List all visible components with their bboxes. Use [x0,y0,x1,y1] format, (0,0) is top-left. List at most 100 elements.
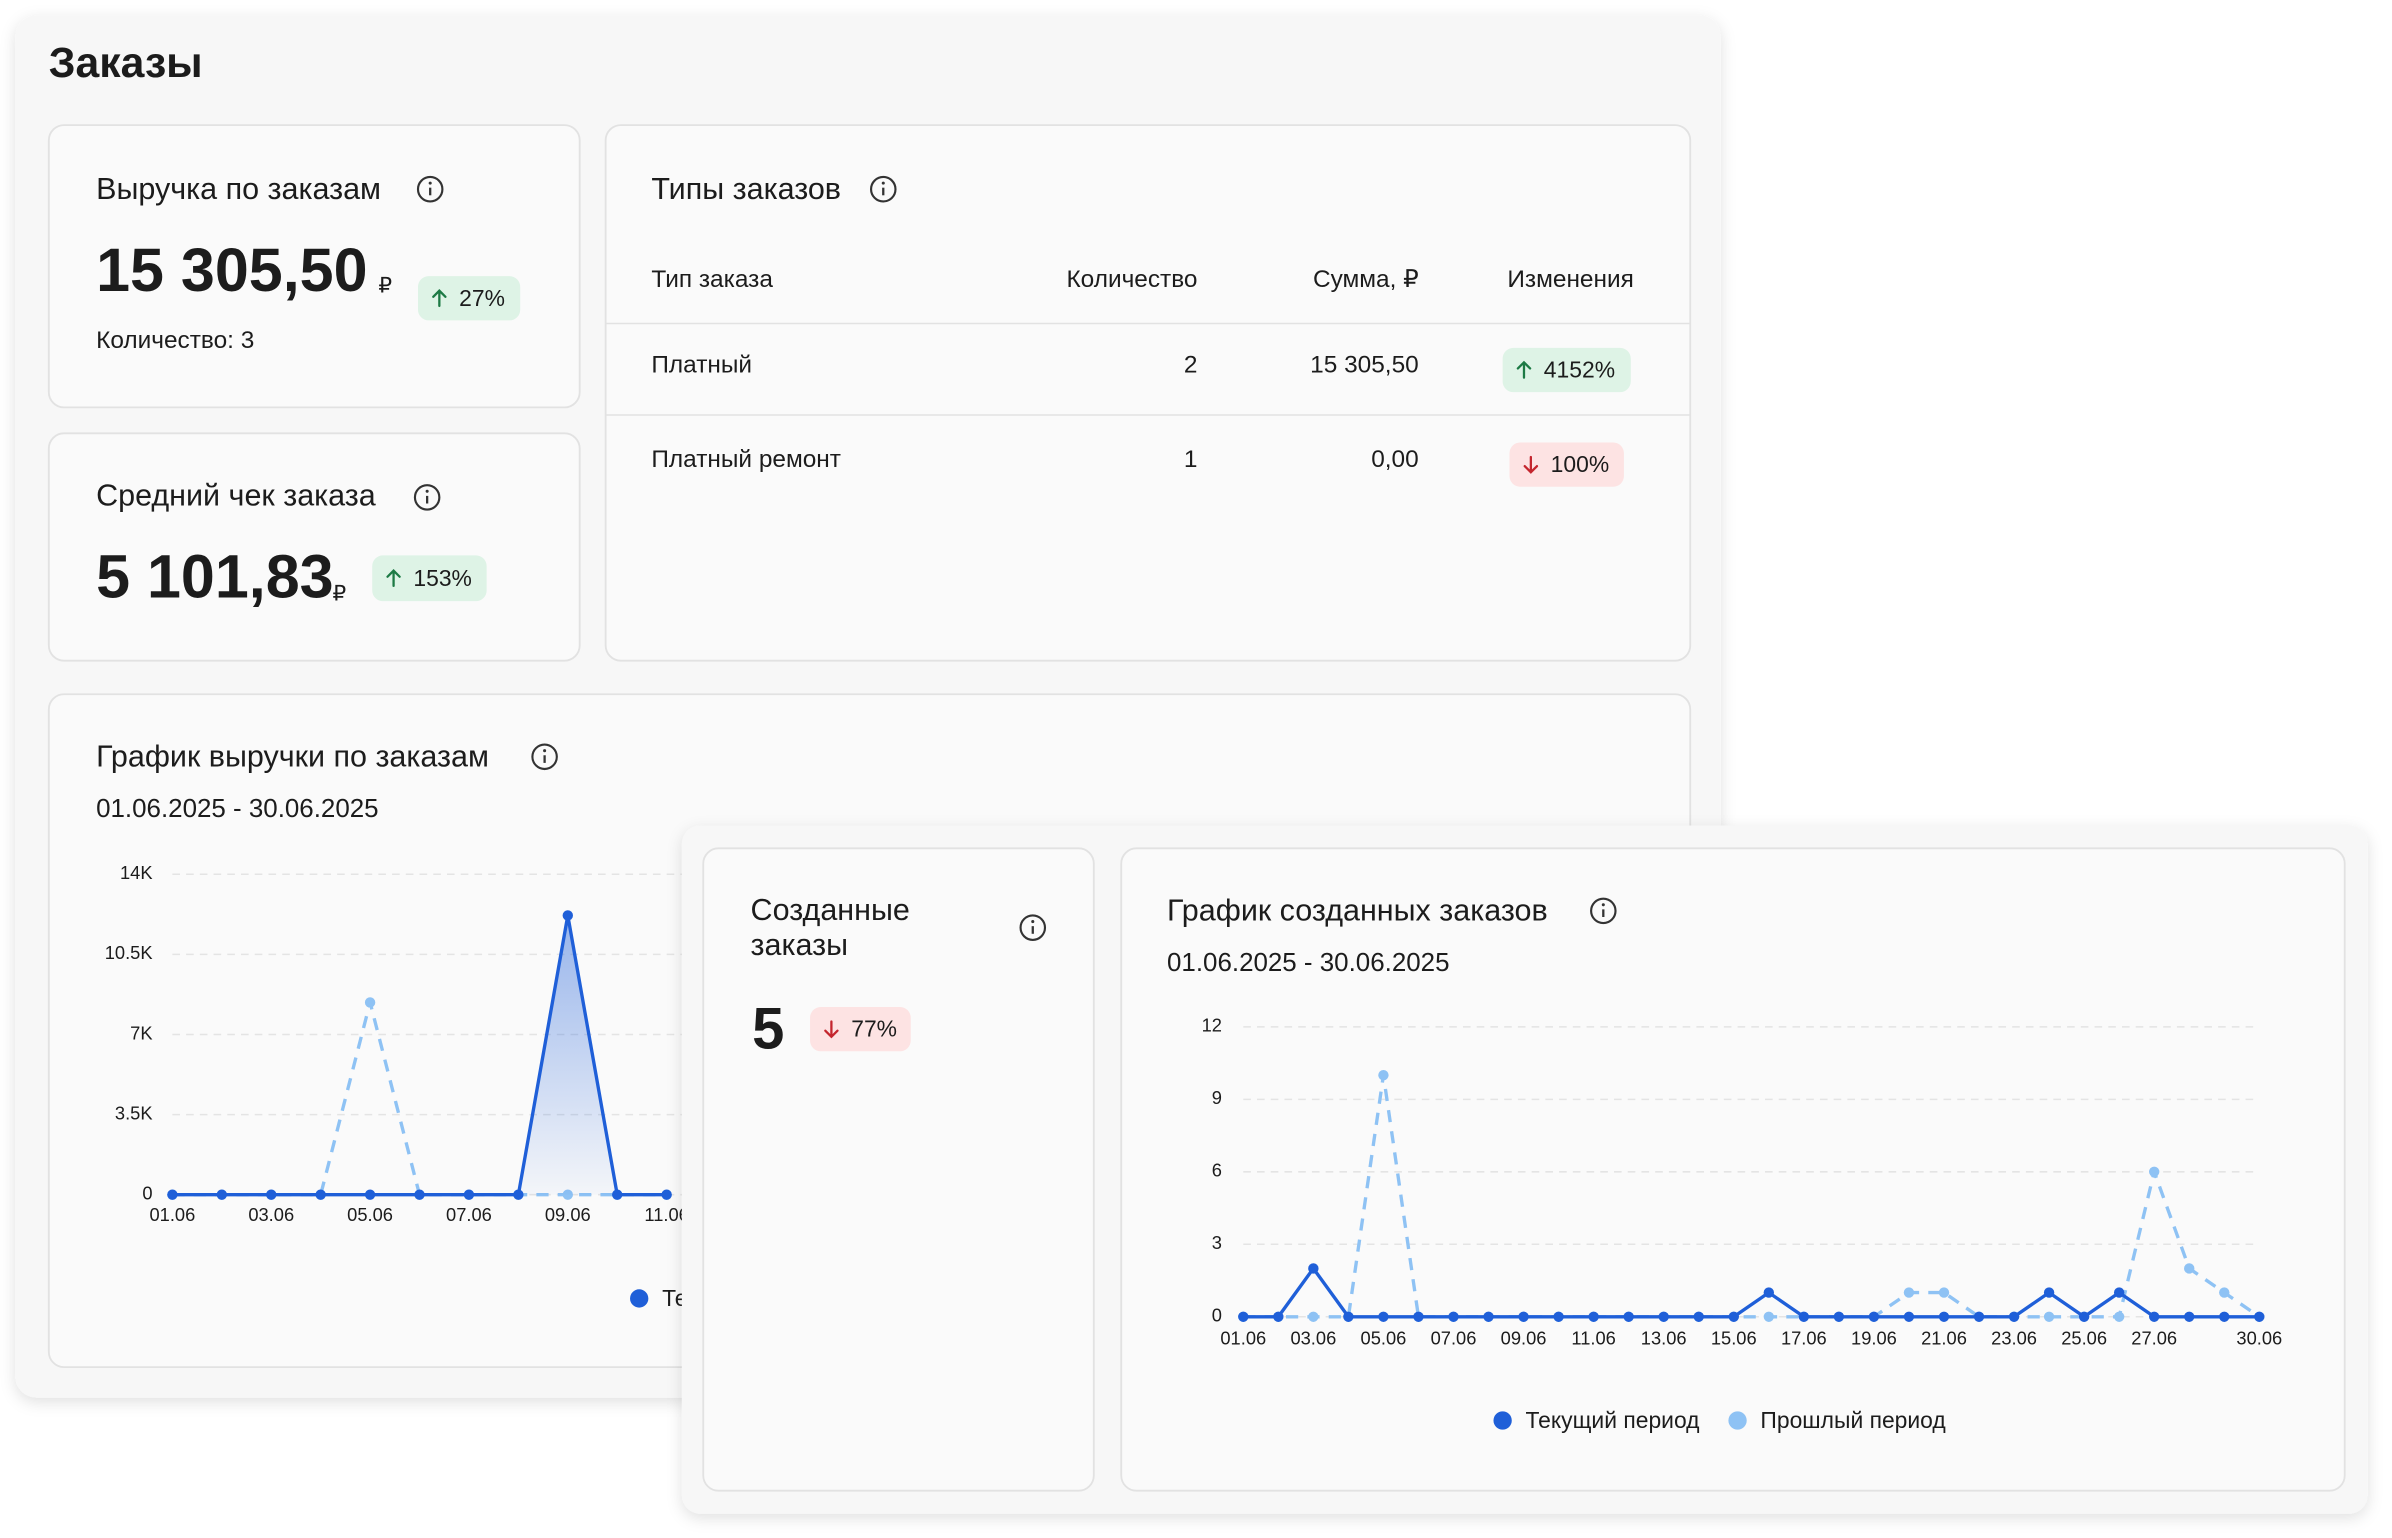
data-point [1938,1287,1950,1298]
card-title: Типы заказов [651,172,841,206]
cell-type: Платный ремонт [651,446,841,473]
info-icon-dot [543,749,547,753]
data-point [1378,1311,1389,1322]
x-tick-label: 01.06 [149,1204,195,1225]
data-point [167,1189,178,1200]
info-icon-ring [531,743,558,771]
column-header: Тип заказа [651,266,773,293]
info-icon [531,743,558,771]
info-icon-dot [425,489,429,493]
y-tick-label: 3.5K [115,1102,153,1123]
info-icon-ring [413,484,441,511]
info-icon [413,484,441,511]
x-tick-label: 01.06 [1220,1327,1266,1348]
y-tick-label: 0 [1212,1305,1222,1326]
x-tick-label: 11.06 [644,1204,688,1225]
data-point [1728,1311,1739,1322]
data-point [1658,1311,1669,1322]
x-tick-label: 21.06 [1921,1327,1967,1348]
info-icon-ring [416,175,444,203]
data-point [463,1189,475,1200]
cell-count: 1 [1184,446,1198,473]
y-tick-label: 12 [1202,1015,1222,1036]
x-tick-label: 17.06 [1781,1327,1827,1348]
data-point [216,1189,227,1200]
x-tick-label: 23.06 [1991,1327,2037,1348]
data-point [1308,1311,1319,1322]
info-icon-dot [428,181,432,185]
data-point [1343,1311,1354,1322]
chart-title: График созданных заказов [1167,893,1548,927]
data-point [2043,1311,2055,1322]
data-point [1413,1311,1424,1322]
x-tick-label: 27.06 [2131,1327,2177,1348]
y-tick-label: 10.5K [105,942,153,963]
change-arrow [1516,360,1532,379]
data-point [1763,1311,1775,1322]
card-title-box: Созданные заказы [751,894,910,963]
data-point [2113,1287,2125,1298]
card-title: Выручка по заказам [96,172,381,206]
data-point [414,1189,425,1200]
data-point [1238,1311,1249,1322]
x-tick-label: 11.06 [1571,1327,1615,1348]
data-point [513,1189,524,1200]
data-point [364,1189,376,1200]
data-point [364,997,376,1008]
change-badge [372,555,487,602]
change-label: 4152% [1544,357,1615,383]
y-tick-label: 0 [142,1183,152,1204]
cell-sum: 15 305,50 [1310,352,1419,379]
info-icon-dot [881,181,885,185]
info-icon [1019,914,1047,941]
change-arrow [386,569,401,588]
info-icon-dot [1031,920,1035,924]
data-point [315,1189,326,1200]
created-chart-card [1120,847,2346,1492]
data-point [2254,1311,2265,1322]
data-point [1623,1311,1634,1322]
x-tick-label: 30.06 [2236,1327,2282,1348]
created-card [702,847,1095,1492]
data-point [1798,1311,1810,1322]
card-value: 5 [752,997,784,1061]
info-icon-ring [1019,914,1047,941]
change-badge [810,1007,911,1052]
x-tick-label: 07.06 [446,1204,492,1225]
revenue-card [47,124,581,409]
change-label: 100% [1551,451,1610,477]
data-point [1973,1311,1985,1322]
data-point [1868,1311,1880,1322]
data-point [2043,1287,2055,1298]
column-header: Изменения [1507,266,1633,293]
page-title: Заказы [49,39,203,87]
data-point [2078,1311,2090,1322]
change-arrow [432,289,447,308]
info-icon-ring [1590,897,1617,925]
data-point [1903,1311,1915,1322]
chart-subtitle: 01.06.2025 - 30.06.2025 [1167,949,1449,977]
x-tick-label: 05.06 [1361,1327,1407,1348]
data-point [2184,1263,2195,1274]
change-label: 27% [459,285,505,311]
column-header: Количество [1066,266,1197,293]
card-title: Средний чек заказа [96,478,376,512]
data-point [1938,1311,1950,1322]
data-point [661,1189,672,1200]
change-badge [1502,347,1631,393]
data-point [1273,1311,1284,1322]
x-tick-label: 13.06 [1641,1327,1687,1348]
x-tick-label: 09.06 [545,1204,591,1225]
data-point [2113,1311,2125,1322]
data-point [562,910,573,921]
x-tick-label: 07.06 [1431,1327,1477,1348]
data-point [1518,1311,1529,1322]
info-icon-ring [869,175,897,203]
x-tick-label: 19.06 [1851,1327,1897,1348]
legend-swatch [1493,1411,1512,1430]
x-tick-label: 15.06 [1711,1327,1757,1348]
info-icon [869,175,897,203]
info-icon [416,175,444,203]
cell-type: Платный [651,352,752,379]
y-tick-label: 7K [130,1022,152,1043]
